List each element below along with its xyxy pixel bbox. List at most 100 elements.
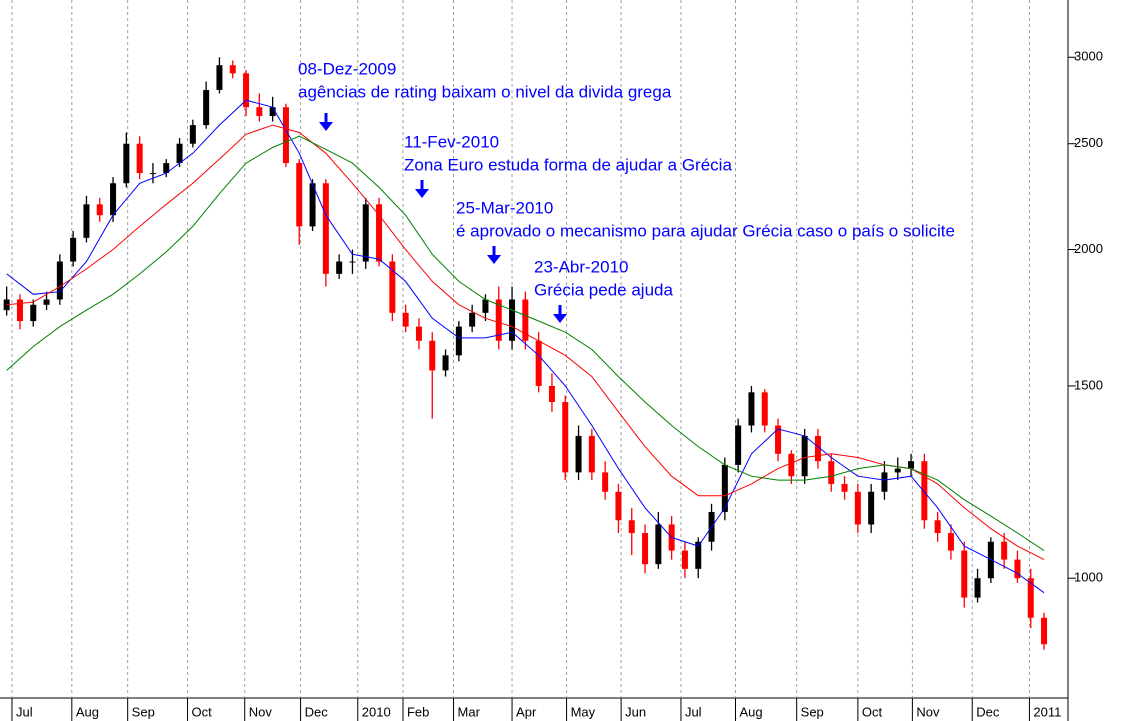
candle-body bbox=[575, 435, 582, 473]
candle-body bbox=[628, 520, 635, 534]
moving-average-line bbox=[6, 124, 1045, 561]
candle-body bbox=[522, 299, 529, 341]
candle-body bbox=[908, 461, 915, 469]
candle-body bbox=[349, 261, 356, 263]
candle-body bbox=[894, 468, 901, 473]
candle-body bbox=[110, 183, 117, 216]
candle-body bbox=[376, 204, 383, 262]
candle-body bbox=[482, 299, 489, 313]
annotation-arrow-head bbox=[319, 122, 333, 131]
candle-body bbox=[535, 340, 542, 386]
x-tick-label: Mar bbox=[458, 704, 481, 719]
candle-body bbox=[16, 299, 23, 322]
x-tick-label: Jun bbox=[625, 704, 646, 719]
candle-body bbox=[442, 355, 449, 371]
candle-body bbox=[868, 491, 875, 525]
candle-body bbox=[229, 65, 236, 74]
y-tick-label: 2000 bbox=[1074, 241, 1103, 256]
candle-body bbox=[775, 425, 782, 454]
candle-body bbox=[136, 143, 143, 174]
y-tick-label: 3000 bbox=[1074, 49, 1103, 64]
x-tick-label: Aug bbox=[739, 704, 762, 719]
annotation-text: Grécia pede ajuda bbox=[534, 280, 673, 299]
candle-body bbox=[309, 183, 316, 227]
candle-body bbox=[176, 143, 183, 164]
candle-body bbox=[721, 464, 728, 512]
x-tick-label: Oct bbox=[862, 704, 883, 719]
candle-body bbox=[841, 483, 848, 492]
candle-body bbox=[163, 163, 170, 174]
candle-body bbox=[415, 326, 422, 341]
candle-body bbox=[43, 299, 50, 305]
x-tick-label: Sep bbox=[132, 704, 155, 719]
candle-body bbox=[402, 312, 409, 327]
x-tick-label: 2010 bbox=[362, 704, 391, 719]
x-tick-label: Jul bbox=[685, 704, 702, 719]
x-tick-label: 2011 bbox=[1033, 704, 1061, 719]
annotation-arrow-head bbox=[553, 314, 567, 323]
annotation-date: 23-Abr-2010 bbox=[534, 257, 629, 276]
candle-body bbox=[96, 204, 103, 216]
candle-body bbox=[469, 312, 476, 327]
candle-body bbox=[509, 299, 516, 341]
candle-body bbox=[336, 261, 343, 274]
candle-body bbox=[429, 340, 436, 371]
candle-body bbox=[761, 392, 768, 426]
candle-body bbox=[3, 299, 10, 311]
y-tick-label: 1500 bbox=[1074, 377, 1103, 392]
candle-body bbox=[748, 392, 755, 426]
annotation-date: 08-Dez-2009 bbox=[298, 59, 396, 78]
candle-body bbox=[854, 491, 861, 525]
candle-body bbox=[588, 435, 595, 473]
candle-body bbox=[269, 107, 276, 117]
candle-body bbox=[947, 533, 954, 551]
candle-body bbox=[788, 453, 795, 477]
y-tick-label: 2500 bbox=[1074, 135, 1103, 150]
candle-body bbox=[642, 533, 649, 565]
annotation-date: 25-Mar-2010 bbox=[456, 198, 553, 217]
candle-body bbox=[56, 261, 63, 300]
candle-body bbox=[961, 550, 968, 598]
candle-body bbox=[455, 326, 462, 356]
annotation-text: Zona Euro estuda forma de ajudar a Gréci… bbox=[404, 155, 732, 174]
x-tick-label: Feb bbox=[407, 704, 429, 719]
candle-body bbox=[322, 183, 329, 274]
annotation-text: é aprovado o mecanismo para ajudar Gréci… bbox=[456, 221, 955, 240]
x-tick-label: Jul bbox=[16, 704, 33, 719]
y-tick-label: 1000 bbox=[1074, 570, 1103, 585]
candle-body bbox=[296, 163, 303, 227]
candle-body bbox=[934, 520, 941, 534]
candle-body bbox=[562, 402, 569, 473]
candle-body bbox=[216, 65, 223, 90]
candle-body bbox=[974, 578, 981, 598]
candle-body bbox=[1027, 578, 1034, 618]
x-tick-label: Nov bbox=[916, 704, 940, 719]
x-tick-label: Apr bbox=[516, 704, 537, 719]
candle-body bbox=[70, 237, 77, 262]
candle-body bbox=[189, 125, 196, 144]
x-tick-label: Nov bbox=[249, 704, 273, 719]
candle-body bbox=[828, 461, 835, 484]
candle-body bbox=[615, 491, 622, 521]
candle-body bbox=[814, 435, 821, 462]
annotation-date: 11-Fev-2010 bbox=[404, 132, 499, 151]
candle-body bbox=[881, 472, 888, 492]
candle-body bbox=[123, 143, 130, 184]
candle-body bbox=[83, 204, 90, 238]
candle-body bbox=[655, 524, 662, 565]
candle-body bbox=[203, 89, 210, 126]
candle-body bbox=[1041, 617, 1048, 645]
candle-body bbox=[801, 435, 808, 477]
x-tick-label: Oct bbox=[192, 704, 213, 719]
candle-body bbox=[282, 107, 289, 164]
annotation-arrow-head bbox=[487, 255, 501, 264]
x-tick-label: Dec bbox=[305, 704, 329, 719]
candle-body bbox=[602, 472, 609, 492]
annotation-text: agências de rating baixam o nivel da div… bbox=[298, 82, 672, 101]
candle-body bbox=[256, 107, 263, 117]
moving-average-line bbox=[6, 135, 1045, 552]
candle-body bbox=[548, 385, 555, 403]
